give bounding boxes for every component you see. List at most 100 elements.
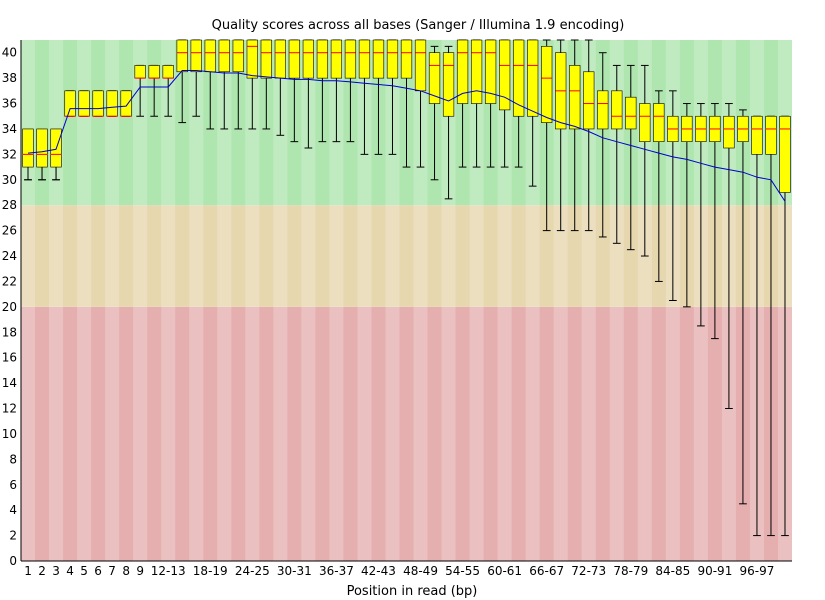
x-axis-label: Position in read (bp) [347,584,478,599]
box-iqr [246,39,258,79]
box-position-52-53 [442,45,455,200]
box-iqr [302,39,314,79]
box-iqr [176,39,188,73]
box-iqr [218,39,230,73]
column-stripe [609,40,624,561]
box-position-8 [120,90,132,117]
box-position-78-79 [625,64,637,251]
box-position-34-35 [316,39,329,143]
x-tick-label: 54-55 [445,564,480,578]
x-tick-label: 78-79 [613,564,648,578]
box-iqr [386,39,399,79]
box-iqr [456,39,469,104]
box-iqr [134,65,146,79]
box-iqr [765,115,777,155]
box-position-44-45 [386,39,399,155]
y-tick-label: 2 [9,529,17,543]
y-tick-label: 4 [9,503,17,517]
column-stripe [301,40,316,561]
box-iqr [470,39,483,104]
y-tick-label: 30 [2,173,17,187]
box-iqr [316,39,329,79]
box-position-76-77 [611,64,623,244]
box-position-74-75 [597,52,609,238]
chart-title: Quality scores across all bases (Sanger … [212,18,625,33]
box-iqr [162,65,174,79]
y-tick-label: 36 [2,97,17,111]
box-position-92-93 [723,103,735,410]
box-position-58-59 [484,39,497,168]
column-stripe [385,40,400,561]
box-position-84-85 [667,90,679,301]
box-position-66-67 [541,39,553,232]
box-iqr [414,39,427,92]
column-stripe [273,40,288,561]
box-position-46-47 [400,39,413,168]
column-stripe [497,40,512,561]
box-iqr [751,115,763,155]
y-tick-label: 34 [2,122,17,136]
column-stripe [245,40,260,561]
y-tick-label: 26 [2,224,17,238]
x-tick-label: 5 [80,564,88,578]
box-iqr [232,39,244,73]
box-position-86-87 [681,103,693,308]
y-tick-label: 6 [9,478,17,492]
x-tick-label: 4 [66,564,74,578]
y-tick-label: 14 [2,376,17,390]
x-tick-label: 12-13 [151,564,186,578]
box-iqr [92,90,104,117]
box-position-16-17 [190,39,202,117]
box-iqr [288,39,300,79]
box-position-10-11 [148,64,160,117]
box-position-42-43 [372,39,385,155]
box-iqr [639,103,651,142]
box-iqr [190,39,202,73]
x-tick-label: 1 [24,564,32,578]
y-tick-label: 8 [9,452,17,466]
box-position-14-15 [176,39,188,124]
box-iqr [442,52,455,117]
box-position-72-73 [583,39,595,232]
box-iqr [400,39,413,79]
box-position-1 [22,128,34,181]
stripe-layer [21,40,792,561]
box-position-88-89 [695,103,707,327]
box-position-96-97 [751,115,763,537]
box-position-12-13 [162,64,174,117]
box-position-82-83 [653,90,665,282]
box-iqr [583,71,595,130]
box-iqr [358,39,371,79]
x-tick-label: 42-43 [361,564,396,578]
box-position-56-57 [470,39,483,168]
box-iqr [484,39,497,104]
column-stripe [525,40,540,561]
box-position-24-25 [246,39,258,130]
box-position-64-65 [527,39,539,187]
column-stripe [581,40,596,561]
y-tick-label: 22 [2,274,17,288]
box-iqr [36,128,48,168]
box-position-6 [92,90,104,117]
box-iqr [148,65,160,79]
column-stripe [441,40,456,561]
column-stripe [161,40,176,561]
box-position-62-63 [513,39,525,168]
x-tick-label: 30-31 [277,564,312,578]
box-position-7 [106,90,118,117]
box-iqr [344,39,357,79]
column-stripe [357,40,372,561]
x-tick-label: 8 [122,564,130,578]
y-tick-label: 18 [2,325,17,339]
box-iqr [653,103,665,142]
column-stripe [77,40,92,561]
box-iqr [22,128,34,168]
box-iqr [428,52,441,104]
box-position-26-27 [260,39,272,130]
x-tick-label: 66-67 [529,564,564,578]
box-iqr [274,39,286,79]
box-iqr [779,115,791,193]
box-iqr [541,46,553,123]
